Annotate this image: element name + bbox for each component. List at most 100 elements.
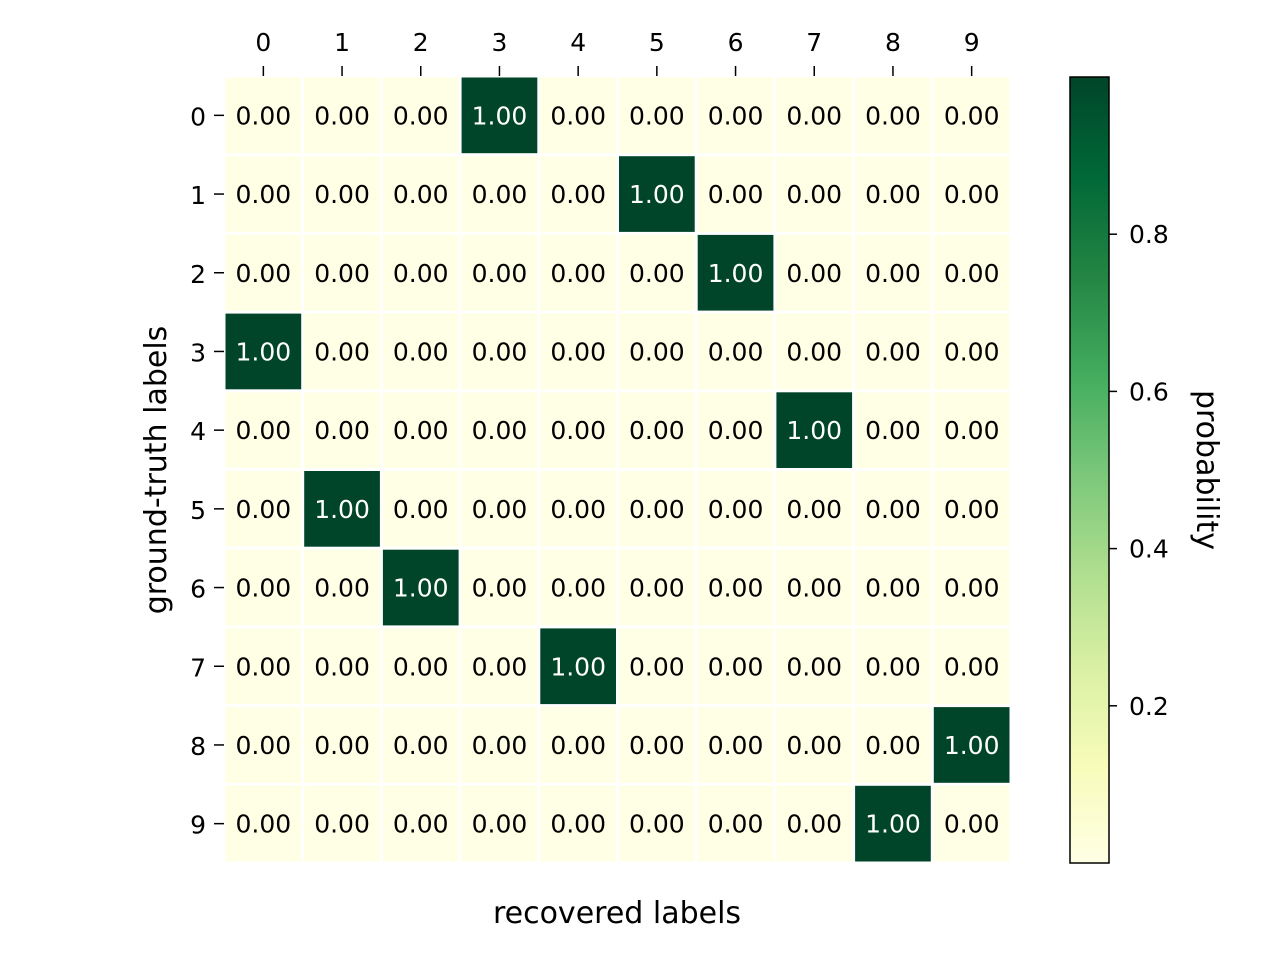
heatmap-cell <box>619 471 695 547</box>
heatmap-cell <box>540 313 616 390</box>
cell-value-label: 0.00 <box>786 810 842 839</box>
heatmap-cell <box>776 628 853 705</box>
cell-value-label: 0.00 <box>314 259 370 288</box>
heatmap-cell <box>619 785 695 862</box>
cell-value-label: 1.00 <box>472 101 528 130</box>
heatmap-cell <box>776 392 853 468</box>
cell-value-label: 0.00 <box>236 101 292 130</box>
heatmap-cell <box>776 313 853 390</box>
heatmap-cell <box>382 628 459 705</box>
cell-value-label: 0.00 <box>629 101 685 130</box>
heatmap-cell <box>933 77 1010 154</box>
heatmap-cell <box>225 313 302 390</box>
cell-value-label: 0.00 <box>393 810 449 839</box>
heatmap-cell <box>855 156 931 232</box>
cell-value-label: 0.00 <box>472 574 528 603</box>
heatmap-cell <box>225 234 302 311</box>
cell-value-label: 0.00 <box>944 259 1000 288</box>
heatmap-cell <box>225 628 302 705</box>
x-tick-label: 3 <box>491 28 507 57</box>
heatmap-cell <box>855 785 931 862</box>
heatmap-cell <box>776 471 853 547</box>
heatmap-cell <box>540 549 616 626</box>
heatmap-cell <box>855 707 931 783</box>
y-axis-label: ground-truth labels <box>139 326 174 615</box>
colorbar-tick-label: 0.2 <box>1129 692 1169 721</box>
cell-value-label: 0.00 <box>393 495 449 524</box>
heatmap-cell <box>461 628 538 705</box>
heatmap-cell <box>619 77 695 154</box>
cell-value-label: 0.00 <box>314 731 370 760</box>
cell-value-label: 1.00 <box>786 416 842 445</box>
heatmap-cell <box>225 785 302 862</box>
y-tick-label: 5 <box>190 496 206 525</box>
x-axis-ticks: 0 1 2 3 4 5 6 7 8 9 <box>255 28 980 76</box>
cell-value-label: 0.00 <box>944 180 1000 209</box>
heatmap-cell <box>382 785 459 862</box>
heatmap-cell <box>855 77 931 154</box>
heatmap-cell <box>855 549 931 626</box>
cell-value-label: 0.00 <box>865 731 921 760</box>
cell-value-label: 0.00 <box>550 810 606 839</box>
y-tick-label: 2 <box>190 260 206 289</box>
y-tick-label: 6 <box>190 575 206 604</box>
heatmap-cell <box>619 234 695 311</box>
cell-value-label: 0.00 <box>629 652 685 681</box>
cell-value-label: 0.00 <box>236 574 292 603</box>
cell-value-label: 0.00 <box>865 337 921 366</box>
cell-value-label: 0.00 <box>393 101 449 130</box>
cell-value-label: 0.00 <box>865 495 921 524</box>
cell-value-label: 0.00 <box>944 810 1000 839</box>
heatmap-cell <box>382 156 459 232</box>
heatmap-cell <box>697 234 774 311</box>
heatmap-cell <box>933 785 1010 862</box>
cell-value-label: 0.00 <box>472 259 528 288</box>
heatmap-cell <box>304 156 380 232</box>
heatmap-cell <box>697 471 774 547</box>
heatmap-cell <box>304 234 380 311</box>
y-tick-label: 3 <box>190 338 206 367</box>
cell-value-label: 1.00 <box>550 652 606 681</box>
cell-value-label: 1.00 <box>629 180 685 209</box>
colorbar-tick-label: 0.6 <box>1129 377 1169 406</box>
cell-value-label: 0.00 <box>550 180 606 209</box>
heatmap-cell <box>855 628 931 705</box>
heatmap-cell <box>933 707 1010 783</box>
heatmap-cell <box>540 156 616 232</box>
heatmap-cell <box>619 628 695 705</box>
heatmap-cell <box>461 234 538 311</box>
heatmap-cell <box>697 549 774 626</box>
cell-value-label: 0.00 <box>236 495 292 524</box>
heatmap-cell <box>304 313 380 390</box>
cell-value-label: 0.00 <box>629 259 685 288</box>
heatmap-cell <box>855 234 931 311</box>
heatmap-cell <box>855 471 931 547</box>
cell-value-label: 0.00 <box>944 337 1000 366</box>
cell-value-label: 0.00 <box>944 416 1000 445</box>
x-axis-label: recovered labels <box>493 896 741 931</box>
cell-value-label: 0.00 <box>629 810 685 839</box>
y-tick-label: 7 <box>190 653 206 682</box>
heatmap-cell <box>619 313 695 390</box>
heatmap-cell <box>855 392 931 468</box>
cell-value-label: 0.00 <box>472 652 528 681</box>
heatmap-cell <box>933 156 1010 232</box>
cell-value-label: 0.00 <box>472 731 528 760</box>
cell-value-label: 0.00 <box>708 495 764 524</box>
cell-value-label: 0.00 <box>314 810 370 839</box>
y-tick-label: 1 <box>190 181 206 210</box>
cell-value-label: 0.00 <box>314 416 370 445</box>
heatmap-cell <box>304 392 380 468</box>
heatmap-cell <box>933 313 1010 390</box>
cell-value-label: 0.00 <box>944 101 1000 130</box>
cell-value-label: 1.00 <box>708 259 764 288</box>
y-tick-label: 4 <box>190 417 206 446</box>
cell-value-label: 0.00 <box>550 495 606 524</box>
heatmap-cell <box>540 471 616 547</box>
heatmap-cell <box>697 156 774 232</box>
cell-value-label: 0.00 <box>314 101 370 130</box>
cell-value-label: 0.00 <box>314 652 370 681</box>
cell-value-label: 0.00 <box>393 731 449 760</box>
cell-value-label: 0.00 <box>472 810 528 839</box>
